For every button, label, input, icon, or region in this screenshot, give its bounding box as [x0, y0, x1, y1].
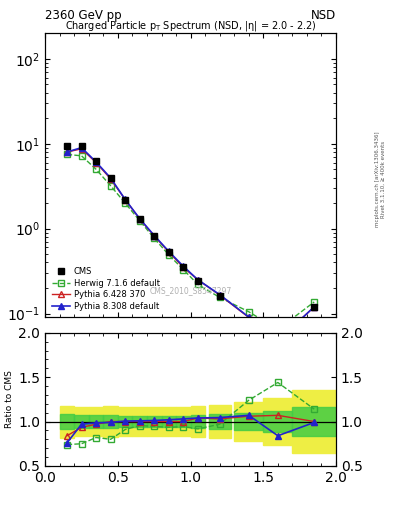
Bar [118, 416, 132, 427]
Text: mcplots.cern.ch [arXiv:1306.3436]: mcplots.cern.ch [arXiv:1306.3436] [375, 132, 380, 227]
Bar [132, 408, 147, 436]
Bar [147, 408, 162, 436]
Bar [234, 413, 263, 431]
Bar [89, 408, 103, 436]
Bar [74, 415, 89, 428]
Bar [103, 407, 118, 437]
Bar [176, 408, 191, 436]
Bar [60, 414, 74, 429]
Bar [74, 408, 89, 436]
Bar [103, 415, 118, 428]
Bar [132, 416, 147, 427]
Bar [209, 414, 231, 429]
Bar [118, 408, 132, 436]
Bar [147, 416, 162, 427]
Text: NSD: NSD [311, 9, 336, 22]
Bar [234, 402, 263, 441]
Bar [162, 416, 176, 427]
Title: Charged Particle $\mathregular{p_T}$ Spectrum (NSD, $\mathregular{|\eta|}$ = 2.0: Charged Particle $\mathregular{p_T}$ Spe… [65, 19, 316, 33]
Bar [209, 404, 231, 438]
Bar [263, 411, 292, 432]
Bar [292, 408, 336, 436]
Bar [292, 391, 336, 453]
Bar [162, 408, 176, 436]
Text: CMS_2010_S8547297: CMS_2010_S8547297 [149, 286, 232, 295]
Bar [89, 415, 103, 428]
Bar [263, 398, 292, 444]
Bar [60, 406, 74, 438]
Bar [176, 416, 191, 427]
Legend: CMS, Herwig 7.1.6 default, Pythia 6.428 370, Pythia 8.308 default: CMS, Herwig 7.1.6 default, Pythia 6.428 … [50, 265, 162, 313]
Y-axis label: Ratio to CMS: Ratio to CMS [5, 370, 14, 429]
Text: Rivet 3.1.10, ≥ 400k events: Rivet 3.1.10, ≥ 400k events [381, 141, 386, 218]
Text: 2360 GeV pp: 2360 GeV pp [45, 9, 122, 22]
Bar [191, 407, 205, 437]
Bar [191, 415, 205, 428]
